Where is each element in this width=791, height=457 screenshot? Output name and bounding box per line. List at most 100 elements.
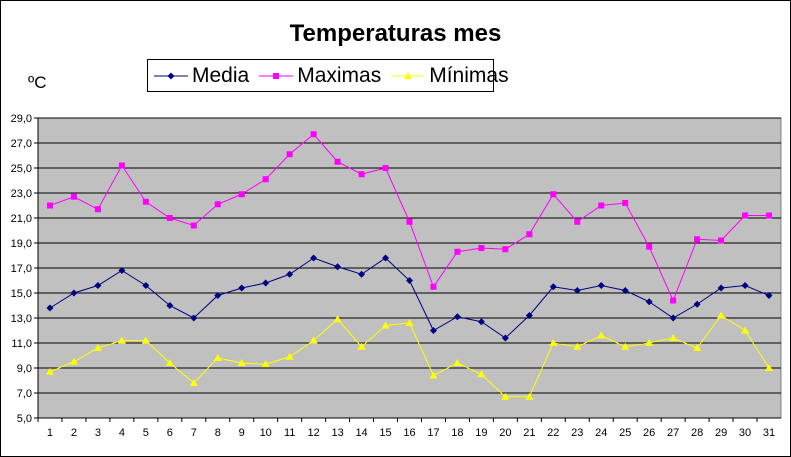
data-point <box>406 277 413 284</box>
data-point <box>717 284 725 292</box>
x-tick-label: 7 <box>191 427 197 439</box>
data-point <box>382 165 389 171</box>
y-tick-label: 29,0 <box>11 113 32 125</box>
data-point <box>477 370 486 378</box>
x-tick-label: 23 <box>571 427 583 439</box>
data-point <box>429 371 438 379</box>
data-point <box>574 218 581 225</box>
y-tick-label: 9,0 <box>17 363 32 375</box>
y-tick-label: 25,0 <box>11 163 32 175</box>
x-tick-label: 17 <box>427 427 439 439</box>
data-point <box>382 254 390 262</box>
data-point <box>118 267 126 274</box>
y-tick-label: 23,0 <box>11 188 32 200</box>
data-point <box>430 283 437 290</box>
x-tick-label: 14 <box>355 427 367 439</box>
data-point <box>286 270 294 278</box>
x-tick-label: 24 <box>595 427 607 439</box>
data-point <box>741 282 749 289</box>
x-tick-label: 4 <box>119 427 125 439</box>
x-tick-label: 29 <box>715 427 727 439</box>
series-mínimas <box>45 311 774 400</box>
data-point <box>46 202 53 209</box>
x-tick-label: 10 <box>260 427 272 439</box>
y-tick-label: 5,0 <box>17 413 32 425</box>
data-point <box>694 236 701 243</box>
legend-item-media: Media <box>154 64 249 88</box>
data-point <box>189 379 198 386</box>
x-tick-label: 8 <box>215 427 221 439</box>
data-point <box>190 314 198 322</box>
data-point <box>213 354 222 361</box>
data-point <box>94 206 101 213</box>
data-point <box>333 315 342 323</box>
series-media <box>46 254 773 342</box>
x-tick-label: 20 <box>499 427 511 439</box>
x-tick-label: 31 <box>763 427 775 439</box>
data-point <box>621 342 630 350</box>
data-point <box>477 318 485 326</box>
data-point <box>621 287 629 294</box>
data-point <box>406 218 413 225</box>
data-point <box>70 193 77 200</box>
legend-item-maximas: Maximas <box>259 64 381 88</box>
data-point <box>453 359 462 366</box>
data-point <box>717 311 726 319</box>
x-tick-label: 26 <box>643 427 655 439</box>
data-point <box>453 313 461 321</box>
data-point <box>742 212 749 219</box>
data-point <box>502 246 509 253</box>
legend-marker <box>404 71 413 79</box>
data-point <box>190 222 197 229</box>
data-point <box>549 283 557 291</box>
data-point <box>310 254 318 262</box>
data-point <box>70 289 78 297</box>
data-point <box>669 334 678 341</box>
data-point <box>166 302 174 309</box>
x-tick-label: 11 <box>284 427 295 439</box>
data-point <box>358 171 365 178</box>
x-tick-label: 9 <box>239 427 245 439</box>
x-tick-label: 18 <box>451 427 463 439</box>
x-tick-label: 30 <box>739 427 751 439</box>
x-tick-label: 21 <box>523 427 535 439</box>
x-tick-label: 3 <box>95 427 101 439</box>
legend-label: Media <box>192 63 250 87</box>
data-point <box>358 270 366 278</box>
x-tick-label: 13 <box>331 427 343 439</box>
x-tick-label: 1 <box>47 427 53 439</box>
data-point <box>94 282 102 289</box>
data-point <box>310 131 317 138</box>
x-tick-label: 27 <box>667 427 679 439</box>
data-point <box>285 352 294 360</box>
data-point <box>69 357 78 365</box>
x-tick-label: 22 <box>547 427 559 439</box>
data-point <box>765 292 773 299</box>
x-tick-label: 2 <box>71 427 77 439</box>
data-point <box>357 342 366 350</box>
y-tick-label: 11,0 <box>11 338 32 350</box>
data-point <box>238 191 245 198</box>
x-tick-label: 19 <box>475 427 487 439</box>
data-point <box>405 319 414 326</box>
data-point <box>117 336 126 344</box>
data-point <box>166 215 173 221</box>
x-tick-label: 16 <box>403 427 415 439</box>
data-point <box>766 212 773 219</box>
data-point <box>622 200 629 206</box>
y-axis-label: ºC <box>28 73 47 92</box>
series-maximas <box>46 131 773 304</box>
data-point <box>261 360 270 368</box>
chart-title: Temperaturas mes <box>289 20 502 47</box>
data-point <box>334 263 342 271</box>
data-point <box>501 334 509 342</box>
data-point <box>646 243 653 250</box>
legend-marker-maximas-icon <box>259 72 294 79</box>
x-tick-label: 6 <box>167 427 173 439</box>
data-point <box>334 158 341 165</box>
data-point <box>693 344 702 351</box>
data-point <box>454 248 461 255</box>
data-point <box>142 282 150 289</box>
x-tick-label: 12 <box>308 427 320 439</box>
